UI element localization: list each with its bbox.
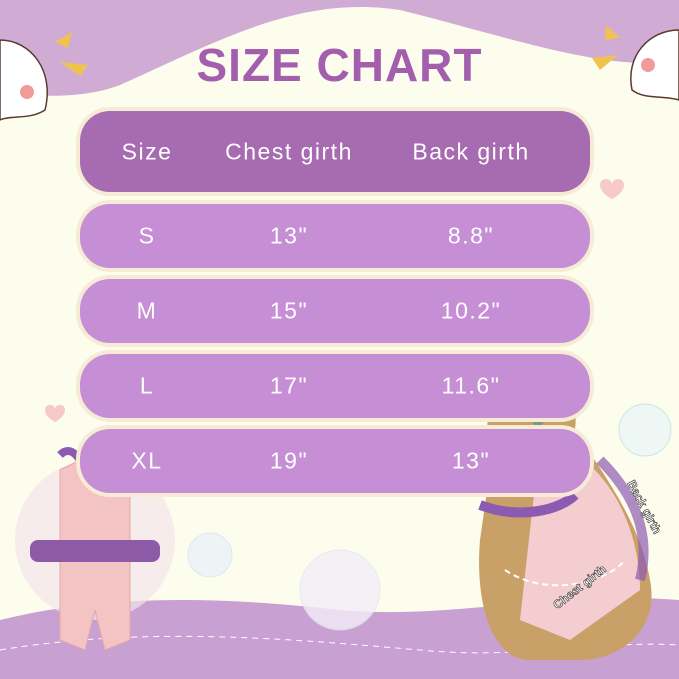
cell-back: 13" — [451, 447, 491, 474]
cell-chest: 15" — [269, 297, 309, 324]
header-chest-girth: Chest girth — [225, 138, 353, 164]
heart-icon — [600, 179, 624, 199]
cell-chest: 13" — [269, 222, 309, 249]
cell-size: M — [136, 297, 158, 324]
cell-back: 10.2" — [440, 297, 502, 324]
header-back-girth: Back girth — [412, 138, 530, 164]
header-size: Size — [121, 138, 173, 164]
cell-size: XL — [131, 447, 163, 474]
garment-image — [15, 447, 175, 651]
table-row: L 17" 11.6" — [80, 354, 590, 418]
page-title: SIZE CHART — [196, 39, 483, 91]
top-band — [0, 0, 679, 96]
cell-chest: 17" — [269, 372, 309, 399]
left-paw-icon — [0, 39, 48, 121]
cell-back: 8.8" — [447, 222, 495, 249]
cell-back: 11.6" — [441, 372, 501, 399]
bubble-icon — [618, 403, 672, 457]
table-row: M 15" 10.2" — [80, 279, 590, 343]
cell-chest: 19" — [269, 447, 309, 474]
bubble-icon — [299, 549, 381, 631]
cell-size: S — [138, 222, 156, 249]
heart-icon — [45, 404, 65, 422]
table-row: XL 19" 13" — [80, 429, 590, 493]
table-row: S 13" 8.8" — [80, 204, 590, 268]
cell-size: L — [139, 372, 155, 399]
table-header: Size Chest girth Back girth — [80, 111, 590, 192]
right-paw-icon — [630, 29, 679, 101]
bubble-icon — [187, 532, 233, 578]
